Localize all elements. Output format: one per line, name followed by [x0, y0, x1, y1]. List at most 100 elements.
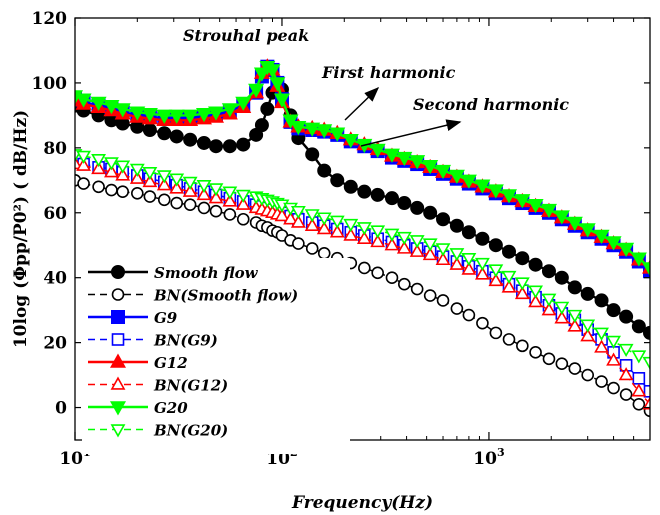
- data-point: [183, 198, 197, 211]
- data-point: [222, 186, 238, 200]
- legend-label: BN(G12): [153, 377, 228, 395]
- data-point: [529, 346, 542, 359]
- data-point: [502, 244, 517, 259]
- data-point: [129, 163, 145, 177]
- data-point: [422, 160, 439, 175]
- data-point: [555, 357, 569, 371]
- data-point: [436, 294, 450, 307]
- data-point: [641, 262, 650, 277]
- data-point: [369, 143, 386, 158]
- data-point: [131, 186, 144, 200]
- data-point: [156, 170, 172, 184]
- data-point: [129, 106, 146, 121]
- data-point: [290, 214, 306, 228]
- data-point: [541, 264, 556, 279]
- data-point: [91, 160, 107, 175]
- data-point: [273, 93, 290, 108]
- x-tick-exponent: 3: [497, 446, 505, 459]
- data-point: [305, 147, 320, 162]
- data-point: [595, 375, 608, 388]
- data-point: [579, 223, 596, 238]
- data-point: [90, 96, 107, 111]
- data-point: [489, 326, 503, 340]
- annotation-arrow: [344, 86, 380, 121]
- data-point: [643, 385, 650, 398]
- legend-marker: [111, 310, 125, 324]
- data-point: [269, 77, 286, 92]
- data-point: [514, 277, 530, 291]
- data-point: [235, 96, 252, 111]
- data-point: [423, 289, 437, 302]
- data-point: [196, 179, 212, 194]
- data-point: [208, 139, 223, 154]
- data-point: [169, 129, 184, 144]
- y-tick-label: 60: [43, 204, 67, 224]
- data-point: [397, 196, 412, 211]
- data-point: [292, 237, 305, 250]
- data-point: [410, 282, 424, 296]
- data-point: [115, 167, 131, 181]
- y-tick-label: 20: [43, 334, 67, 354]
- data-point: [329, 215, 345, 229]
- data-point: [104, 164, 119, 178]
- data-point: [581, 368, 594, 382]
- data-point: [370, 187, 385, 202]
- y-tick-label: 0: [55, 399, 67, 419]
- data-point: [114, 103, 131, 118]
- legend-label: BN(G20): [153, 422, 228, 440]
- data-point: [409, 155, 426, 170]
- data-point: [116, 185, 129, 198]
- data-point: [384, 228, 400, 242]
- legend: Smooth flow BN(Smooth flow) G9 BN(G9) G12 BN(…: [82, 258, 350, 454]
- data-point: [260, 101, 275, 116]
- data-point: [606, 303, 621, 318]
- data-point: [540, 203, 557, 219]
- data-point: [384, 237, 400, 251]
- data-point: [475, 257, 490, 272]
- data-point: [330, 173, 345, 188]
- y-tick-label: 120: [32, 9, 68, 29]
- data-point: [290, 205, 306, 220]
- data-point: [567, 309, 583, 323]
- x-axis-label: Frequency(Hz): [291, 493, 433, 513]
- data-point: [488, 238, 503, 253]
- data-point: [141, 108, 158, 123]
- data-point: [554, 301, 570, 315]
- data-point: [76, 157, 91, 171]
- data-point: [156, 177, 172, 191]
- data-point: [461, 261, 477, 275]
- annotation-label: First harmonic: [321, 63, 456, 82]
- data-point: [396, 240, 412, 254]
- data-point: [580, 319, 596, 333]
- data-point: [182, 109, 199, 124]
- series-2: [75, 174, 650, 418]
- data-point: [501, 270, 517, 285]
- data-point: [196, 186, 212, 201]
- legend-label: Smooth flow: [154, 264, 259, 282]
- data-point: [157, 193, 171, 207]
- data-point: [436, 212, 451, 227]
- data-point: [356, 222, 372, 236]
- data-point: [283, 211, 298, 225]
- x-tick-label: 103: [473, 446, 504, 469]
- data-point: [553, 210, 570, 225]
- data-point: [410, 200, 425, 215]
- annotation-label: Strouhal peak: [183, 26, 309, 45]
- y-axis-label: 10log (Φpp/P0²) ( dB/Hz): [11, 110, 31, 348]
- data-point: [516, 339, 529, 353]
- data-point: [274, 208, 290, 222]
- data-point: [370, 234, 386, 248]
- data-point: [383, 148, 400, 163]
- data-point: [528, 285, 543, 299]
- series-6: [75, 156, 650, 410]
- data-point: [528, 257, 543, 272]
- y-tick-label: 100: [32, 74, 68, 94]
- data-point: [630, 252, 647, 267]
- legend-marker: [111, 333, 125, 346]
- data-point: [169, 180, 185, 194]
- data-point: [396, 151, 413, 167]
- data-point: [643, 325, 650, 340]
- data-point: [632, 372, 646, 385]
- data-point: [290, 121, 307, 136]
- data-point: [554, 270, 569, 285]
